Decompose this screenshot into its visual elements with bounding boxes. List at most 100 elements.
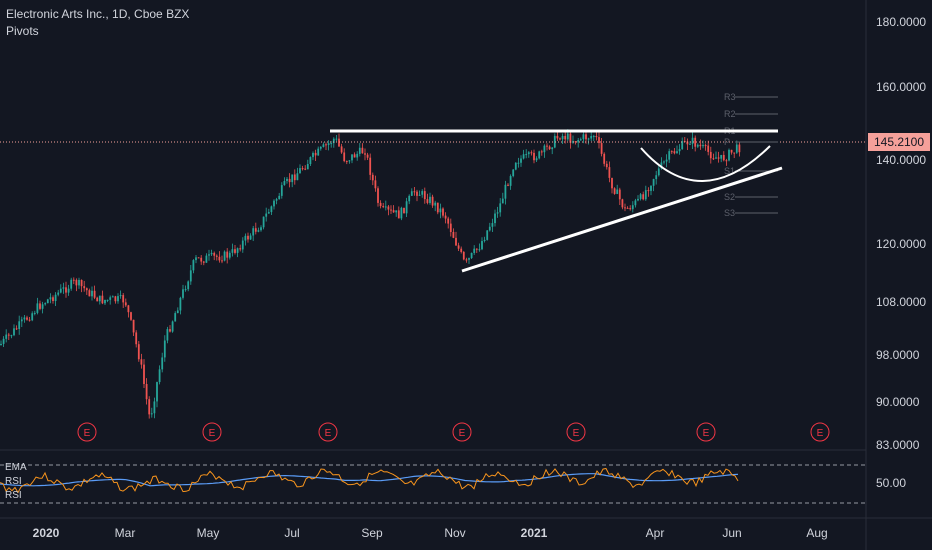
candle-body — [413, 191, 416, 193]
earnings-marker[interactable] — [318, 422, 338, 442]
candle-body — [306, 164, 309, 170]
candle-body — [590, 136, 593, 139]
candle-body — [114, 296, 117, 302]
candle-body — [704, 145, 707, 147]
earnings-marker-label: E — [573, 428, 580, 439]
candle-body — [585, 134, 587, 140]
candle-body — [470, 252, 473, 259]
time-axis[interactable]: 2020 Mar May Jul Sep Nov 2021 Apr Jun Aug — [33, 526, 828, 540]
candle-body — [345, 161, 348, 163]
candle-body — [416, 191, 418, 196]
candle-body — [613, 188, 616, 194]
candle-body — [447, 218, 450, 224]
price-tick-label: 140.0000 — [876, 153, 926, 167]
candle-body — [221, 260, 223, 262]
candle-body — [626, 207, 629, 209]
candle-body — [460, 248, 463, 252]
candle-body — [88, 290, 91, 297]
candle-body — [696, 144, 699, 147]
candle-body — [452, 232, 455, 238]
rsi-line — [0, 467, 739, 494]
candle-body — [730, 149, 733, 153]
candle-body — [722, 154, 725, 161]
ema-line — [0, 473, 739, 487]
symbol-title[interactable]: Electronic Arts Inc., 1D, Cboe BZX — [6, 7, 190, 21]
earnings-marker[interactable] — [696, 422, 716, 442]
earnings-marker[interactable] — [202, 422, 222, 442]
candle-body — [28, 319, 31, 321]
candle-body — [551, 147, 554, 150]
candle-body — [548, 146, 551, 150]
candle-body — [418, 194, 421, 196]
candle-body — [156, 382, 158, 402]
candle-body — [395, 210, 398, 213]
candle-body — [257, 230, 260, 232]
candle-body — [332, 138, 335, 144]
candle-body — [13, 328, 15, 336]
price-axis[interactable]: 180.0000 160.0000 140.0000 120.0000 108.0000… — [876, 15, 926, 452]
earnings-marker[interactable] — [452, 422, 472, 442]
candle-body — [236, 248, 239, 253]
chart-legend[interactable]: Electronic Arts Inc., 1D, Cboe BZX Pivot… — [6, 6, 189, 40]
candle-body — [234, 249, 236, 253]
candle-body — [296, 173, 299, 181]
earnings-marker-label: E — [459, 428, 466, 439]
candle-body — [392, 210, 395, 213]
cup-curve[interactable] — [640, 145, 771, 182]
rsi-legend[interactable]: EMA RSI RSI — [5, 461, 27, 503]
candle-body — [262, 216, 265, 228]
candle-body — [351, 154, 353, 161]
support-trendline[interactable] — [461, 166, 783, 273]
candle-body — [405, 201, 408, 214]
candle-body — [361, 147, 364, 154]
candle-body — [483, 239, 486, 242]
candle-body — [322, 144, 325, 147]
candle-body — [150, 413, 153, 415]
candle-body — [286, 178, 288, 181]
candle-body — [330, 143, 333, 145]
candle-body — [566, 133, 569, 140]
candle-body — [403, 207, 405, 214]
candle-body — [657, 168, 660, 176]
candle-body — [283, 180, 286, 186]
candle-body — [241, 240, 244, 250]
candle-body — [577, 139, 580, 143]
candle-body — [197, 257, 200, 259]
candle-body — [46, 299, 49, 304]
pivot-label: R3 — [724, 92, 736, 102]
price-tick-label: 160.0000 — [876, 80, 926, 94]
earnings-marker-label: E — [703, 428, 710, 439]
candle-body — [72, 279, 75, 281]
candle-body — [301, 168, 304, 170]
time-tick-label: Sep — [361, 526, 383, 540]
candle-body — [93, 290, 96, 298]
candle-body — [431, 196, 434, 206]
candle-body — [369, 157, 372, 175]
candle-body — [171, 321, 174, 332]
candle-body — [101, 295, 104, 304]
candle-body — [254, 228, 257, 232]
candle-body — [348, 160, 351, 162]
earnings-marker[interactable] — [810, 422, 830, 442]
candle-body — [70, 279, 73, 289]
candle-body — [676, 151, 678, 154]
candle-body — [166, 329, 169, 341]
earnings-marker[interactable] — [566, 422, 586, 442]
candle-body — [397, 210, 400, 219]
candle-body — [462, 251, 465, 260]
candle-body — [127, 305, 130, 313]
candle-body — [353, 154, 356, 158]
earnings-marker[interactable] — [77, 422, 97, 442]
candle-body — [647, 190, 650, 192]
rsi-axis-label: 50.00 — [876, 476, 906, 490]
candle-body — [444, 215, 447, 219]
candle-body — [670, 151, 673, 153]
candle-body — [54, 294, 57, 302]
candle-body — [228, 252, 231, 258]
candle-body — [665, 159, 668, 162]
earnings-marker-label: E — [209, 428, 216, 439]
time-tick-label: 2021 — [521, 526, 548, 540]
candle-body — [135, 332, 138, 345]
indicator-name[interactable]: Pivots — [6, 24, 39, 38]
